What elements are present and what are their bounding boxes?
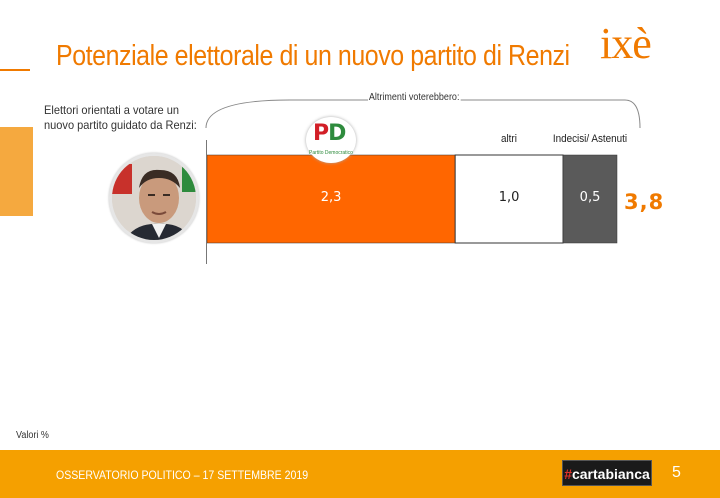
title-accent-line — [0, 69, 30, 71]
total-value-label: 3,8 — [624, 190, 665, 214]
footer-bar: OSSERVATORIO POLITICO – 17 SETTEMBRE 201… — [0, 450, 720, 498]
chart-subtitle: Elettori orientati a votare un nuovo par… — [44, 103, 197, 132]
pd-logo-caption: Partito Democratico — [309, 150, 353, 156]
bar-value-label-1: 1,0 — [498, 190, 520, 205]
page-number: 5 — [672, 464, 681, 481]
bar-segment-0 — [206, 154, 456, 244]
pd-logo-letters: PD — [313, 121, 346, 146]
category-label-1: altri — [501, 133, 518, 145]
bar-segment-2 — [562, 154, 618, 244]
values-note: Valori % — [16, 430, 49, 441]
brace-connector — [205, 99, 641, 129]
category-label-2: Indecisi/ Astenuti — [552, 133, 628, 145]
page-title: Potenziale elettorale di un nuovo partit… — [56, 40, 570, 72]
ixe-logo-text: ixè — [600, 19, 652, 68]
chart-axis-line — [206, 140, 207, 264]
ixe-logo: ixè — [600, 22, 660, 70]
brace-label: Altrimenti voterebbero: — [368, 92, 461, 103]
footer-text: OSSERVATORIO POLITICO – 17 SETTEMBRE 201… — [56, 468, 309, 482]
cartabianca-brand: #cartabianca — [562, 460, 652, 486]
bar-value-label-0: 2,3 — [320, 190, 342, 205]
bar-value-label-2: 0,5 — [579, 190, 601, 205]
renzi-photo — [109, 153, 199, 243]
pd-party-logo: PD Partito Democratico — [306, 117, 356, 163]
side-accent-bar — [0, 127, 33, 216]
